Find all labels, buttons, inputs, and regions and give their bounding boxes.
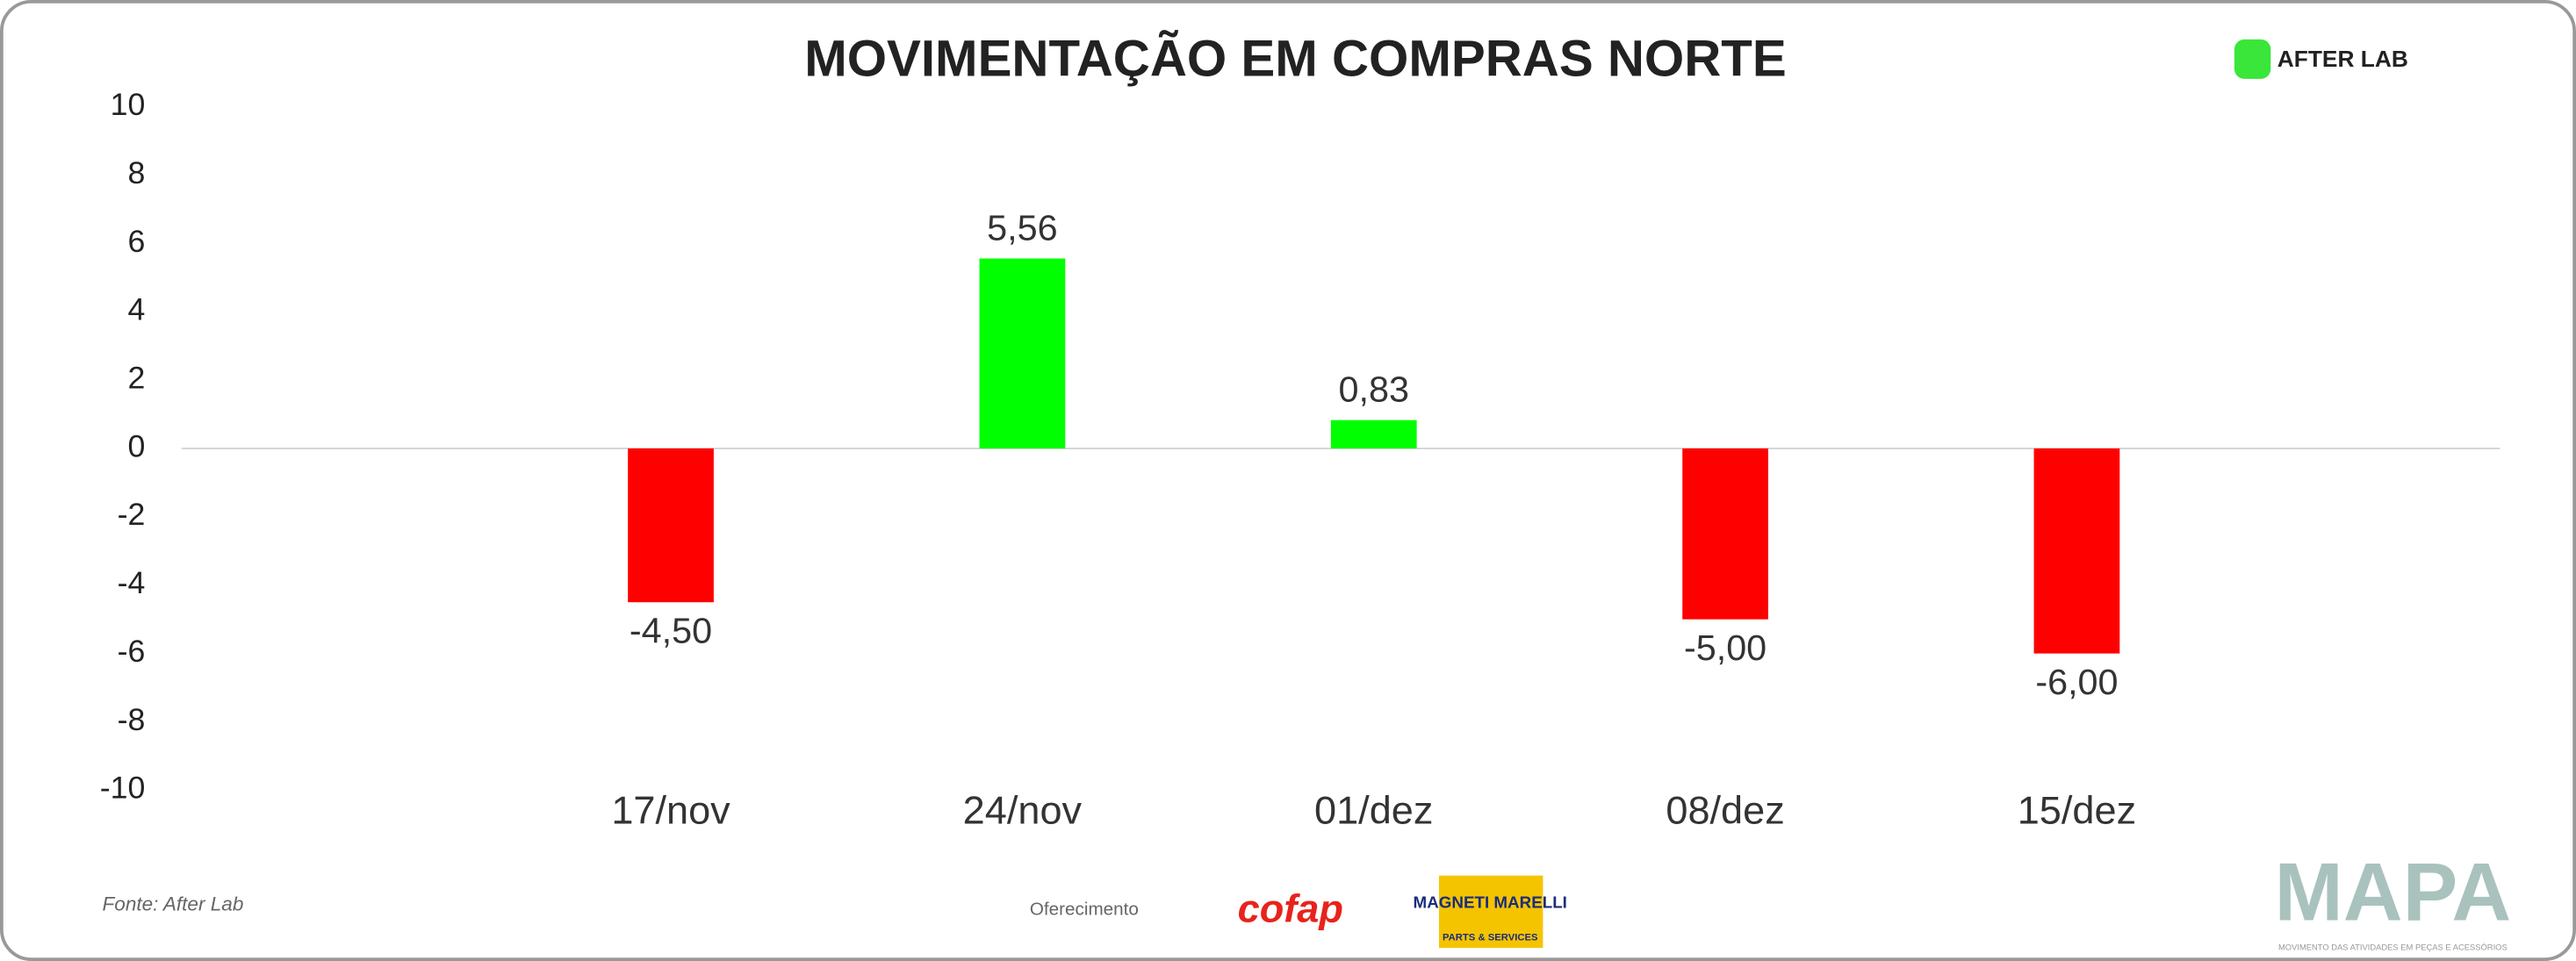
brand: MAPA [2275,846,2512,938]
y-tick-label: 4 [128,292,146,327]
x-tick-label: 24/nov [963,787,1083,832]
chart-title: MOVIMENTAÇÃO EM COMPRAS NORTE [804,31,1787,88]
sponsor-cofap: cofap [1238,886,1343,931]
bar [628,448,714,603]
sponsor-magneti-sub: PARTS & SERVICES [1443,933,1538,943]
y-tick-label: -10 [100,771,146,806]
x-tick-label: 08/dez [1666,787,1784,832]
value-label: 5,56 [987,208,1057,248]
logo-icon [2234,39,2271,79]
x-tick-label: 17/nov [611,787,730,832]
bar [2033,448,2120,654]
x-tick-label: 01/dez [1314,787,1433,832]
sponsor-label: Oferecimento [1030,899,1139,919]
logo-text: AFTER LAB [2277,46,2408,72]
brand-sub: MOVIMENTO DAS ATIVIDADES EM PEÇAS E ACES… [2278,943,2508,952]
value-label: -6,00 [2035,662,2118,702]
y-tick-label: 0 [128,428,146,463]
y-tick-label: -4 [118,565,146,600]
bar [1330,420,1417,448]
y-tick-label: 2 [128,361,146,396]
y-tick-label: -6 [118,634,146,669]
bar [1682,448,1768,620]
bar [979,258,1066,448]
y-tick-label: 10 [111,87,146,122]
y-tick-label: -8 [118,702,146,737]
value-label: -5,00 [1684,628,1767,668]
y-tick-label: 8 [128,155,146,190]
source: Fonte: After Lab [103,893,244,914]
x-tick-label: 15/dez [2018,787,2136,832]
y-tick-label: 6 [128,224,146,259]
sponsor-box [1438,875,1543,949]
value-label: -4,50 [630,611,712,651]
y-tick-label: -2 [118,497,146,532]
sponsor-magneti: MAGNETI MARELLI [1414,893,1567,911]
value-label: 0,83 [1339,369,1409,410]
